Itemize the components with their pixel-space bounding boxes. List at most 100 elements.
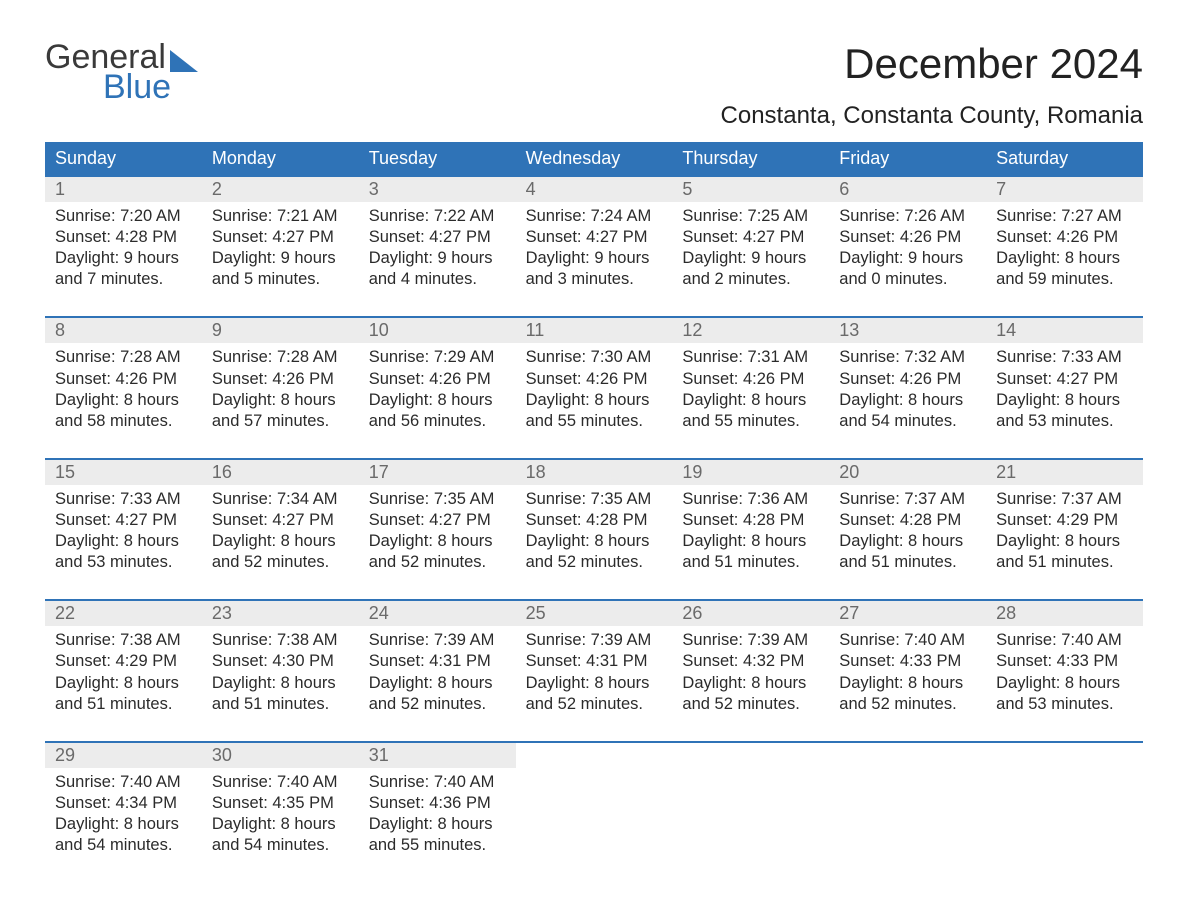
daylight-line-2: and 56 minutes.	[369, 411, 506, 432]
daylight-line-2: and 54 minutes.	[212, 835, 349, 856]
daylight-line-2: and 52 minutes.	[839, 694, 976, 715]
logo: General Blue	[45, 40, 198, 107]
sunrise-line: Sunrise: 7:40 AM	[839, 630, 976, 651]
daylight-line-1: Daylight: 9 hours	[839, 248, 976, 269]
day-number: 10	[359, 318, 516, 343]
day-cell	[672, 743, 829, 864]
daylight-line-2: and 2 minutes.	[682, 269, 819, 290]
daylight-line-2: and 51 minutes.	[839, 552, 976, 573]
day-number: 27	[829, 601, 986, 626]
day-number: 13	[829, 318, 986, 343]
daylight-line-1: Daylight: 9 hours	[682, 248, 819, 269]
title-block: December 2024 Constanta, Constanta Count…	[721, 40, 1143, 130]
day-number	[986, 743, 1143, 768]
day-cell: 7Sunrise: 7:27 AMSunset: 4:26 PMDaylight…	[986, 177, 1143, 298]
daylight-line-2: and 55 minutes.	[369, 835, 506, 856]
daylight-line-2: and 4 minutes.	[369, 269, 506, 290]
daylight-line-1: Daylight: 9 hours	[212, 248, 349, 269]
sunset-line: Sunset: 4:28 PM	[682, 510, 819, 531]
sunset-line: Sunset: 4:31 PM	[526, 651, 663, 672]
sunrise-line: Sunrise: 7:38 AM	[55, 630, 192, 651]
sunset-line: Sunset: 4:35 PM	[212, 793, 349, 814]
day-number: 9	[202, 318, 359, 343]
day-cell: 23Sunrise: 7:38 AMSunset: 4:30 PMDayligh…	[202, 601, 359, 722]
day-cell: 11Sunrise: 7:30 AMSunset: 4:26 PMDayligh…	[516, 318, 673, 439]
daylight-line-1: Daylight: 8 hours	[55, 814, 192, 835]
day-cell: 22Sunrise: 7:38 AMSunset: 4:29 PMDayligh…	[45, 601, 202, 722]
sunrise-line: Sunrise: 7:40 AM	[996, 630, 1133, 651]
day-number: 23	[202, 601, 359, 626]
sunrise-line: Sunrise: 7:30 AM	[526, 347, 663, 368]
sunrise-line: Sunrise: 7:28 AM	[55, 347, 192, 368]
sunset-line: Sunset: 4:26 PM	[369, 369, 506, 390]
day-cell: 21Sunrise: 7:37 AMSunset: 4:29 PMDayligh…	[986, 460, 1143, 581]
day-number: 8	[45, 318, 202, 343]
sunset-line: Sunset: 4:33 PM	[839, 651, 976, 672]
daylight-line-2: and 52 minutes.	[212, 552, 349, 573]
day-cell: 8 Sunrise: 7:28 AMSunset: 4:26 PMDaylight…	[45, 318, 202, 439]
daylight-line-2: and 51 minutes.	[996, 552, 1133, 573]
day-number: 25	[516, 601, 673, 626]
sunset-line: Sunset: 4:26 PM	[839, 369, 976, 390]
sunrise-line: Sunrise: 7:22 AM	[369, 206, 506, 227]
day-cell: 30Sunrise: 7:40 AMSunset: 4:35 PMDayligh…	[202, 743, 359, 864]
day-number: 22	[45, 601, 202, 626]
sunrise-line: Sunrise: 7:34 AM	[212, 489, 349, 510]
day-number: 11	[516, 318, 673, 343]
daylight-line-1: Daylight: 8 hours	[839, 673, 976, 694]
sunset-line: Sunset: 4:36 PM	[369, 793, 506, 814]
sunrise-line: Sunrise: 7:35 AM	[526, 489, 663, 510]
location: Constanta, Constanta County, Romania	[721, 102, 1143, 130]
day-cell: 13Sunrise: 7:32 AMSunset: 4:26 PMDayligh…	[829, 318, 986, 439]
daylight-line-2: and 53 minutes.	[996, 411, 1133, 432]
sunrise-line: Sunrise: 7:26 AM	[839, 206, 976, 227]
day-cell: 4Sunrise: 7:24 AMSunset: 4:27 PMDaylight…	[516, 177, 673, 298]
day-cell	[986, 743, 1143, 864]
sunset-line: Sunset: 4:27 PM	[212, 227, 349, 248]
day-number: 6	[829, 177, 986, 202]
day-cell: 31Sunrise: 7:40 AMSunset: 4:36 PMDayligh…	[359, 743, 516, 864]
day-number: 30	[202, 743, 359, 768]
daylight-line-1: Daylight: 8 hours	[212, 390, 349, 411]
daylight-line-2: and 0 minutes.	[839, 269, 976, 290]
sunset-line: Sunset: 4:34 PM	[55, 793, 192, 814]
day-number	[516, 743, 673, 768]
daylight-line-2: and 59 minutes.	[996, 269, 1133, 290]
sunrise-line: Sunrise: 7:36 AM	[682, 489, 819, 510]
daylight-line-2: and 52 minutes.	[526, 694, 663, 715]
day-number: 26	[672, 601, 829, 626]
daylight-line-1: Daylight: 8 hours	[996, 390, 1133, 411]
daylight-line-1: Daylight: 8 hours	[55, 390, 192, 411]
day-cell: 20Sunrise: 7:37 AMSunset: 4:28 PMDayligh…	[829, 460, 986, 581]
sunset-line: Sunset: 4:26 PM	[55, 369, 192, 390]
daylight-line-1: Daylight: 8 hours	[682, 531, 819, 552]
daylight-line-1: Daylight: 8 hours	[526, 390, 663, 411]
sunset-line: Sunset: 4:29 PM	[996, 510, 1133, 531]
dayname: Thursday	[672, 142, 829, 175]
day-number: 19	[672, 460, 829, 485]
sunset-line: Sunset: 4:31 PM	[369, 651, 506, 672]
day-number: 5	[672, 177, 829, 202]
day-cell: 26Sunrise: 7:39 AMSunset: 4:32 PMDayligh…	[672, 601, 829, 722]
dayname: Tuesday	[359, 142, 516, 175]
daylight-line-2: and 53 minutes.	[996, 694, 1133, 715]
sunrise-line: Sunrise: 7:40 AM	[212, 772, 349, 793]
day-cell: 3Sunrise: 7:22 AMSunset: 4:27 PMDaylight…	[359, 177, 516, 298]
daylight-line-1: Daylight: 8 hours	[682, 673, 819, 694]
daylight-line-1: Daylight: 9 hours	[55, 248, 192, 269]
day-cell: 1Sunrise: 7:20 AMSunset: 4:28 PMDaylight…	[45, 177, 202, 298]
day-number: 14	[986, 318, 1143, 343]
day-cell: 10Sunrise: 7:29 AMSunset: 4:26 PMDayligh…	[359, 318, 516, 439]
daylight-line-2: and 54 minutes.	[839, 411, 976, 432]
sunset-line: Sunset: 4:27 PM	[996, 369, 1133, 390]
daylight-line-1: Daylight: 8 hours	[526, 673, 663, 694]
sunset-line: Sunset: 4:28 PM	[526, 510, 663, 531]
sunrise-line: Sunrise: 7:39 AM	[682, 630, 819, 651]
day-number: 16	[202, 460, 359, 485]
day-number: 15	[45, 460, 202, 485]
daylight-line-2: and 51 minutes.	[682, 552, 819, 573]
day-cell	[829, 743, 986, 864]
day-number: 18	[516, 460, 673, 485]
daylight-line-1: Daylight: 8 hours	[212, 531, 349, 552]
day-cell: 17Sunrise: 7:35 AMSunset: 4:27 PMDayligh…	[359, 460, 516, 581]
